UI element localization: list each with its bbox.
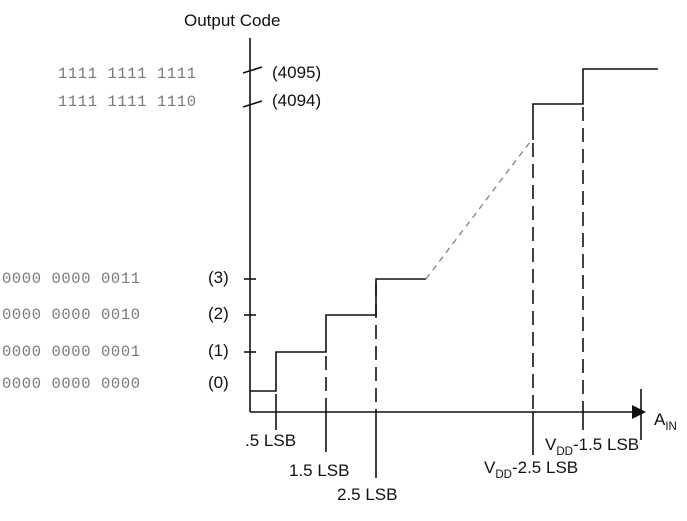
code-4094-decimal: (4094) — [272, 91, 321, 110]
label-vdd25-rest: -2.5 LSB — [512, 458, 578, 477]
code-0-binary: 0000 0000 0000 — [2, 375, 141, 393]
label-vdd25-v: V — [484, 458, 496, 477]
code-1-decimal: (1) — [208, 341, 229, 360]
x-axis-label: AIN — [654, 410, 677, 433]
code-0-decimal: (0) — [208, 373, 229, 392]
label-vdd-2-5-lsb: VDD-2.5 LSB — [484, 458, 578, 481]
staircase-low — [250, 278, 426, 392]
code-2-binary: 0000 0000 0010 — [2, 306, 141, 324]
x-axis-label-main: A — [654, 410, 666, 429]
y-tick-4094 — [242, 100, 263, 108]
code-2-decimal: (2) — [208, 304, 229, 323]
code-4094-binary: 1111 1111 1110 — [58, 93, 197, 111]
staircase-continuation — [425, 141, 531, 280]
label-25-lsb: 2.5 LSB — [337, 485, 398, 504]
label-vdd15-rest: -1.5 LSB — [573, 435, 639, 454]
label-15-lsb: 1.5 LSB — [289, 461, 350, 480]
x-axis-arrowhead — [632, 405, 646, 419]
x-axis-label-sub: IN — [665, 421, 677, 433]
code-3-decimal: (3) — [208, 268, 229, 287]
code-3-binary: 0000 0000 0011 — [2, 270, 141, 288]
label-vdd-1-5-lsb: VDD-1.5 LSB — [545, 435, 639, 458]
code-1-binary: 0000 0000 0001 — [2, 343, 141, 361]
label-05-lsb: .5 LSB — [245, 431, 296, 450]
y-tick-4095 — [242, 66, 263, 74]
label-vdd15-v: V — [545, 435, 557, 454]
label-vdd15-sub: DD — [556, 446, 573, 458]
code-4095-binary: 1111 1111 1111 — [58, 65, 197, 83]
staircase-high — [532, 68, 658, 140]
label-vdd25-sub: DD — [495, 469, 512, 481]
y-axis-title: Output Code — [184, 11, 280, 30]
code-4095-decimal: (4095) — [272, 63, 321, 82]
